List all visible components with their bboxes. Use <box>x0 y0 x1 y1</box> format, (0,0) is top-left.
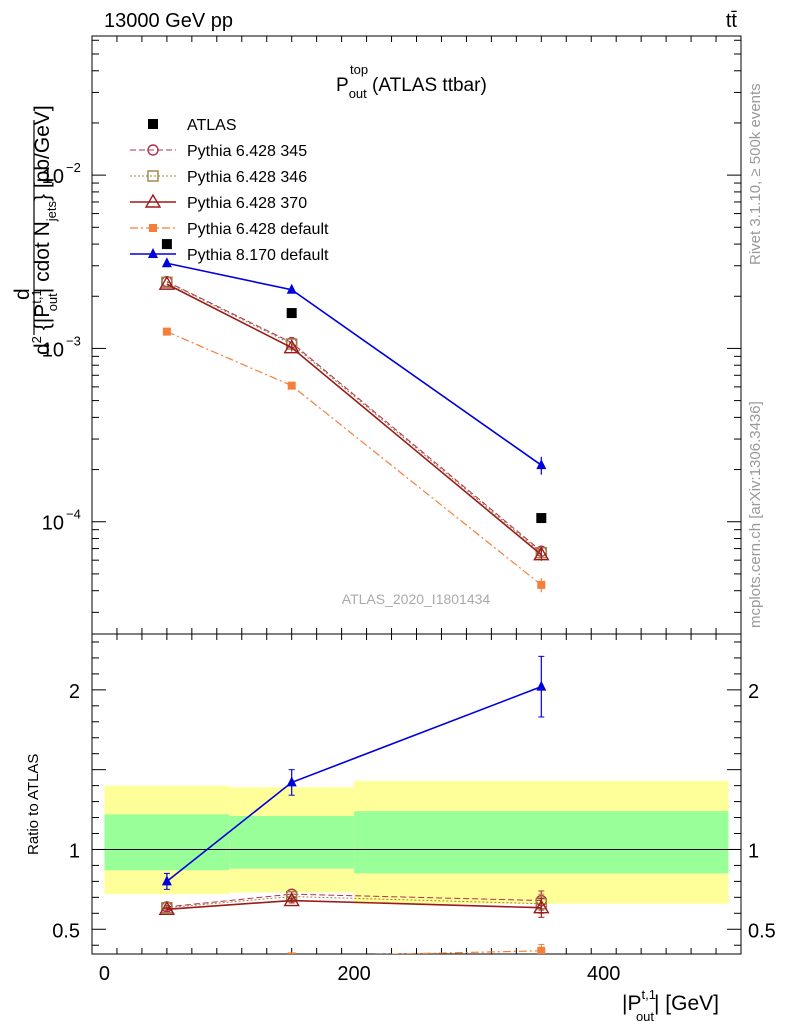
x-tick-label: 0 <box>99 963 110 985</box>
y-tick-label-exp: −2 <box>66 160 81 175</box>
header-right: tt̄ <box>726 10 738 32</box>
y-axis-label-main: d d2 {|Pt,1out| cdot Njets} [pb/GeV] <box>11 105 60 355</box>
ratio-y-tick-label: 1 <box>69 840 80 862</box>
mcplots-label: mcplots.cern.ch [arXiv:1306.3436] <box>747 401 764 628</box>
y-axis-label-lead: d <box>11 288 34 300</box>
ratio-point-p370 <box>283 892 300 907</box>
svg-text:|Pt,1out| [GeV]: |Pt,1 out| [GeV] <box>622 987 719 1024</box>
legend-marker-p8 <box>148 248 158 258</box>
band-green-1 <box>229 815 355 869</box>
data-point-atlas <box>536 513 547 524</box>
ratio-series <box>158 655 550 964</box>
ratio-y-tick-label: 0.5 <box>52 920 80 942</box>
ratio-point-pdefault <box>537 946 546 954</box>
series-line-pdefault <box>166 331 542 586</box>
rivet-label: Rivet 3.1.10, ≥ 500k events <box>747 83 764 265</box>
header-left: 13000 GeV pp <box>104 10 233 32</box>
series-line-p370 <box>166 283 542 556</box>
ratio-point-pdefault <box>163 956 171 964</box>
ratio-point-p8 <box>536 680 547 691</box>
legend-marker-p346 <box>147 170 159 182</box>
legend-label-p346: Pythia 6.428 346 <box>187 169 307 186</box>
data-point-p370 <box>533 546 550 561</box>
plot-title-sup: top <box>350 62 368 77</box>
data-point-p370 <box>283 339 300 354</box>
data-point-atlas <box>286 308 297 319</box>
data-point-p370 <box>158 275 176 290</box>
y-tick-label: 10 <box>42 513 64 535</box>
plot-title: Pout (ATLAS ttbar) <box>336 75 487 101</box>
analysis-label: ATLAS_2020_I1801434 <box>342 591 491 607</box>
ratio-uncertainty-bands <box>92 780 741 904</box>
data-point-p8 <box>286 283 297 294</box>
ratio-point-p370 <box>158 900 176 916</box>
x-tick-label: 400 <box>587 963 620 985</box>
plot-title-sub: out <box>349 86 367 101</box>
band-green-2 <box>354 811 729 874</box>
y-axis-label-denominator: d2 {|Pt,1out| cdot Njets} [pb/GeV] <box>29 105 60 355</box>
x-tick-label: 200 <box>337 963 370 985</box>
series-line-p345 <box>166 281 542 552</box>
ratio-y-tick-label-right: 2 <box>748 681 759 703</box>
y-tick-label: 10 <box>42 339 64 361</box>
ratio-y-tick-label-right: 1 <box>748 840 759 862</box>
data-point-pdefault <box>287 381 296 390</box>
legend-label-p370: Pythia 6.428 370 <box>187 195 307 212</box>
y-tick-label-exp: −3 <box>66 333 81 348</box>
band-green-0 <box>104 814 230 871</box>
y-tick-label: 10 <box>42 166 64 188</box>
legend-marker-atlas <box>148 119 158 129</box>
legend-label-p8: Pythia 8.170 default <box>187 247 329 264</box>
main-series <box>158 239 550 593</box>
x-axis-label: |Pt,1 out| [GeV] <box>622 987 719 1024</box>
ratio-point-p8 <box>286 776 297 787</box>
y-axis-label-ratio: Ratio to ATLAS <box>25 754 42 855</box>
legend-marker-pdefault <box>149 224 157 232</box>
legend-marker-p345 <box>147 144 159 156</box>
legend-label-p345: Pythia 6.428 345 <box>187 143 307 160</box>
series-line-p346 <box>166 281 542 554</box>
data-point-pdefault <box>537 580 546 589</box>
data-point-pdefault <box>162 327 171 336</box>
data-point-p8 <box>536 459 547 470</box>
legend-label-pdefault: Pythia 6.428 default <box>187 221 329 238</box>
ratio-y-tick-label: 2 <box>69 681 80 703</box>
ratio-y-tick-label-right: 0.5 <box>748 920 776 942</box>
plot-title-main: P <box>336 75 349 96</box>
data-point-p8 <box>161 257 172 268</box>
legend-label-atlas: ATLAS <box>187 117 237 134</box>
y-tick-label-exp: −4 <box>66 507 81 522</box>
ratio-line-p345 <box>166 893 542 908</box>
ratio-point-p8 <box>161 875 172 886</box>
ratio-line-pdefault <box>371 950 542 954</box>
legend-marker-p370 <box>144 193 162 208</box>
ratio-point-p370 <box>533 899 550 914</box>
data-point-atlas <box>161 239 172 250</box>
plot-title-suffix: (ATLAS ttbar) <box>367 75 487 96</box>
ratio-point-pdefault <box>287 952 296 954</box>
legend: ATLAS Pythia 6.428 345 Pythia 6.428 346 Pyt… <box>130 117 329 264</box>
